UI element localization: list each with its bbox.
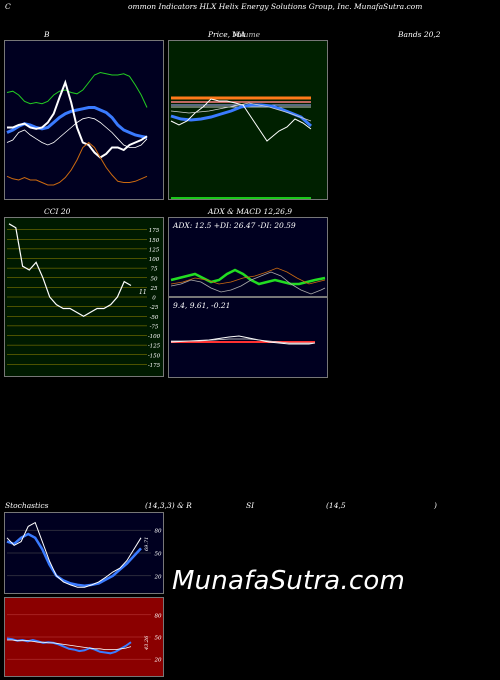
macd-chart xyxy=(170,335,316,345)
rsi-label: SI xyxy=(246,501,255,510)
cci-tick-label: -150 xyxy=(148,353,161,359)
bollinger-label: B xyxy=(44,30,50,39)
watermark: MunafaSutra.com xyxy=(172,566,406,596)
stoch-params: (14,3,3) & R xyxy=(145,501,192,510)
stoch-chart: 80 50 20 69.71 xyxy=(6,521,162,588)
upper-band-line xyxy=(6,71,148,108)
bands-label: Bands 20,2 xyxy=(398,30,441,39)
stoch-d-line xyxy=(6,532,142,587)
middle-band-line xyxy=(6,106,148,139)
macd-signal-line xyxy=(171,338,315,344)
lower-band-line xyxy=(6,141,148,186)
cci-line xyxy=(8,223,132,317)
cci-tick-label: -175 xyxy=(148,363,161,369)
price-ma-label: Price, MA xyxy=(208,30,246,39)
cci-label: CCI 20 xyxy=(44,207,71,216)
adx-macd-label: ADX & MACD 12,26,9 xyxy=(208,207,293,216)
cci-tick-label: -75 xyxy=(150,324,159,330)
stoch-label: Stochastics xyxy=(5,501,49,510)
adx-minus-di-line xyxy=(170,267,326,285)
macd-values: 9.4, 9.61, -0.21 xyxy=(173,301,231,310)
rsi-ma-line xyxy=(7,639,132,650)
cci-tick-label: -100 xyxy=(148,334,161,340)
stoch-panel: 80 50 20 69.71 xyxy=(4,512,164,594)
ma-lines xyxy=(170,96,313,199)
stoch-end-label: 69.71 xyxy=(144,537,150,551)
rsi-line xyxy=(6,637,132,655)
cci-tick-label: 100 xyxy=(149,257,160,263)
cci-tick-label: 25 xyxy=(150,286,158,292)
cci-chart: 175 150 125 100 75 50 25 0 -25 -50 -75 -100 -125 -150… xyxy=(7,223,161,369)
macd-line xyxy=(170,335,316,345)
rsi-end-label: 43.26 xyxy=(144,635,150,651)
page-title: ommon Indicators HLX Helix Energy Soluti… xyxy=(128,2,423,11)
cci-tick-label: -25 xyxy=(150,305,159,311)
stoch-tick-label: 80 xyxy=(155,529,162,535)
rsi-tick-label: 50 xyxy=(155,636,162,642)
cci-tick-label: -125 xyxy=(148,344,161,350)
price-blue-band xyxy=(170,103,313,128)
title-c: C xyxy=(5,2,11,11)
price-grey-line xyxy=(170,102,312,122)
price-white-line xyxy=(170,98,312,142)
cci-tick-label: 50 xyxy=(151,276,158,282)
rsi-close: ) xyxy=(434,501,437,510)
cci-tick-label: 150 xyxy=(149,238,160,244)
mid-white-line xyxy=(6,117,148,148)
rsi-tick-label: 20 xyxy=(154,658,162,664)
cci-tick-label: 125 xyxy=(149,247,160,253)
cci-tick-label: 75 xyxy=(151,267,158,273)
cci-tick-label: -50 xyxy=(150,315,159,321)
cci-panel: 175 150 125 100 75 50 25 0 -25 -50 -75 -100 -125 -150… xyxy=(4,217,164,377)
adx-panel: ADX: 12.5 +DI: 26.47 -DI: 20.59 xyxy=(168,217,328,297)
adx-chart xyxy=(170,267,326,295)
cci-tick-label: 175 xyxy=(149,228,160,234)
stoch-k-line xyxy=(6,521,142,588)
volume-label: Volume xyxy=(232,30,261,39)
rsi-params: (14,5 xyxy=(326,501,346,510)
price-line xyxy=(7,79,148,159)
rsi-panel: 80 50 20 43.26 xyxy=(4,597,164,677)
rsi-chart: 80 50 20 43.26 xyxy=(6,613,162,664)
price-ma-panel xyxy=(168,40,328,200)
stoch-tick-label: 50 xyxy=(155,552,162,558)
adx-values: ADX: 12.5 +DI: 26.47 -DI: 20.59 xyxy=(173,221,296,230)
rsi-tick-label: 80 xyxy=(155,613,162,619)
cci-tick-label: 0 xyxy=(152,296,156,302)
stoch-tick-label: 20 xyxy=(154,574,162,580)
adx-line xyxy=(170,271,326,295)
price-ma-chart xyxy=(170,96,313,199)
bollinger-chart xyxy=(6,71,148,186)
macd-panel: 9.4, 9.61, -0.21 xyxy=(168,297,328,378)
cci-end-label: 11 xyxy=(139,289,147,296)
bollinger-panel xyxy=(4,40,164,200)
